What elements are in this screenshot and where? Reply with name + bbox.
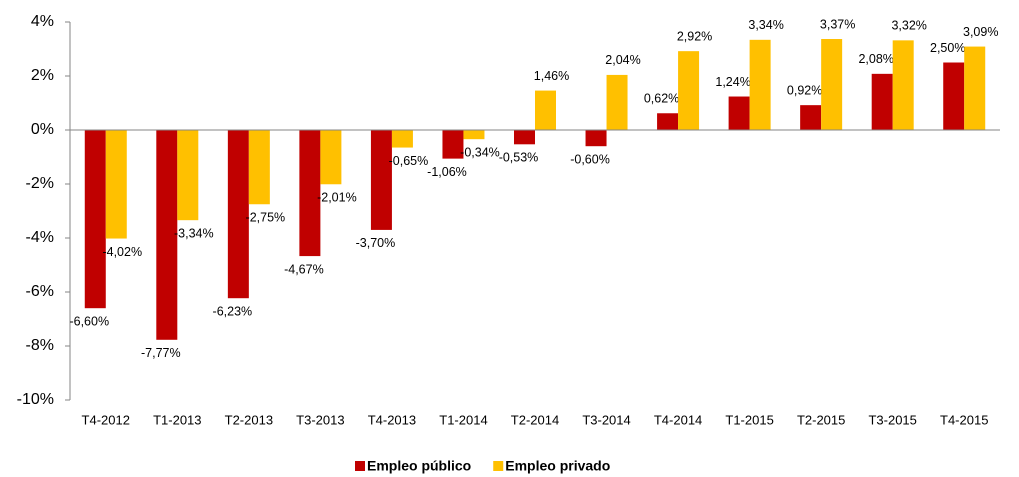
value-label: -3,70% (356, 236, 396, 250)
value-label: -0,65% (389, 154, 429, 168)
legend-label: Empleo privado (505, 458, 610, 474)
bar (391, 130, 413, 148)
value-label: 0,62% (644, 92, 679, 106)
x-tick-label: T4-2013 (368, 412, 416, 427)
value-label: -6,23% (213, 305, 253, 319)
value-label: 2,08% (858, 52, 893, 66)
bar (749, 39, 771, 130)
x-tick-label: T2-2014 (511, 412, 559, 427)
legend-label: Empleo público (367, 458, 471, 474)
value-label: 3,32% (891, 19, 926, 33)
value-label: 2,92% (677, 29, 712, 43)
x-tick-label: T2-2015 (797, 412, 845, 427)
bar (606, 74, 628, 130)
bar (871, 73, 893, 130)
bar (177, 130, 199, 221)
bar (728, 96, 750, 130)
bar (943, 62, 965, 130)
x-tick-label: T4-2014 (654, 412, 702, 427)
bar (442, 130, 464, 159)
bar (514, 130, 535, 145)
bar (463, 130, 485, 140)
y-tick-label: 0% (31, 121, 54, 138)
value-label: -0,34% (460, 145, 500, 159)
bar (227, 130, 249, 299)
value-label: -7,77% (141, 346, 181, 360)
x-tick-label: T2-2013 (225, 412, 273, 427)
bar (156, 130, 178, 340)
value-label: -0,53% (499, 151, 539, 165)
bar (84, 130, 106, 309)
y-tick-label: -2% (26, 175, 54, 192)
value-label: 2,50% (930, 41, 965, 55)
x-tick-label: T4-2012 (82, 412, 130, 427)
value-label: 1,24% (715, 75, 750, 89)
x-tick-label: T1-2014 (439, 412, 487, 427)
y-tick-label: 4% (31, 13, 54, 30)
bar (892, 40, 914, 130)
value-label: 2,04% (605, 53, 640, 67)
y-tick-label: 2% (31, 67, 54, 84)
bar (320, 130, 342, 185)
y-tick-label: -10% (17, 391, 54, 408)
bar (657, 113, 679, 130)
value-label: -3,34% (174, 226, 214, 240)
x-tick-label: T4-2015 (940, 412, 988, 427)
bar (105, 130, 127, 239)
bar (535, 90, 556, 130)
x-tick-label: T3-2014 (582, 412, 630, 427)
y-tick-label: -8% (26, 337, 54, 354)
value-label: -6,60% (69, 314, 109, 328)
value-label: 3,09% (963, 25, 998, 39)
value-label: 3,34% (748, 18, 783, 32)
value-label: -1,06% (427, 165, 467, 179)
x-tick-label: T1-2015 (725, 412, 773, 427)
bar (821, 39, 843, 131)
x-tick-label: T3-2013 (296, 412, 344, 427)
value-label: -2,75% (246, 211, 286, 225)
legend-swatch (355, 461, 365, 471)
y-tick-label: -4% (26, 229, 54, 246)
value-label: 0,92% (787, 83, 822, 97)
bar (800, 105, 822, 130)
value-label: -4,02% (102, 245, 142, 259)
bar (678, 51, 700, 130)
bar (964, 46, 986, 130)
x-tick-label: T3-2015 (868, 412, 916, 427)
value-label: -0,60% (570, 152, 610, 166)
bar (299, 130, 321, 257)
x-tick-label: T1-2013 (153, 412, 201, 427)
bar (370, 130, 392, 230)
y-tick-label: -6% (26, 283, 54, 300)
value-label: -4,67% (284, 262, 324, 276)
value-label: 3,37% (820, 17, 855, 31)
legend-swatch (493, 461, 504, 471)
value-label: 1,46% (534, 69, 569, 83)
bar (585, 130, 607, 147)
value-label: -2,01% (317, 191, 357, 205)
bar (248, 130, 270, 205)
